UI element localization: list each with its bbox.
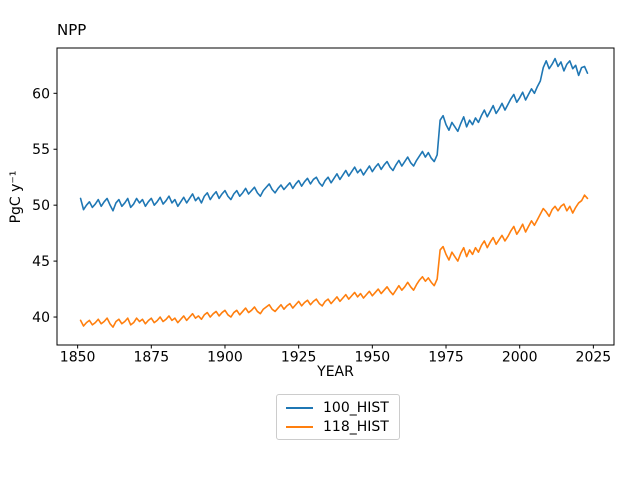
x-tick-label: 1975 bbox=[428, 350, 464, 366]
y-axis-label: PgC y⁻¹ bbox=[8, 170, 24, 224]
y-tick-label: 45 bbox=[32, 254, 50, 270]
legend-label-118-hist: 118_HIST bbox=[323, 418, 389, 435]
x-tick-label: 1950 bbox=[355, 350, 391, 366]
legend-line-sample-118-hist bbox=[286, 425, 313, 428]
chart-title: NPP bbox=[57, 21, 87, 39]
y-tick-label: 55 bbox=[32, 142, 50, 158]
x-axis-label: YEAR bbox=[317, 364, 354, 380]
legend-item-100-hist: 100_HIST bbox=[286, 399, 389, 416]
series-line-118_hist bbox=[79, 194, 589, 328]
legend-line-sample-100-hist bbox=[286, 406, 313, 409]
y-tick-label: 50 bbox=[32, 198, 50, 214]
axes-frame bbox=[56, 47, 615, 346]
x-tick-label: 2000 bbox=[502, 350, 538, 366]
y-tick-label: 40 bbox=[32, 310, 50, 326]
legend-label-100-hist: 100_HIST bbox=[323, 399, 389, 416]
x-tick-label: 1875 bbox=[133, 350, 169, 366]
x-tick-label: 1925 bbox=[281, 350, 317, 366]
series-line-100_hist bbox=[79, 57, 589, 212]
x-tick-label: 1850 bbox=[60, 350, 96, 366]
legend-item-118-hist: 118_HIST bbox=[286, 418, 389, 435]
legend: 100_HIST 118_HIST bbox=[276, 394, 400, 440]
x-tick-label: 2025 bbox=[576, 350, 612, 366]
x-tick-label: 1900 bbox=[207, 350, 243, 366]
y-tick-label: 60 bbox=[32, 86, 50, 102]
